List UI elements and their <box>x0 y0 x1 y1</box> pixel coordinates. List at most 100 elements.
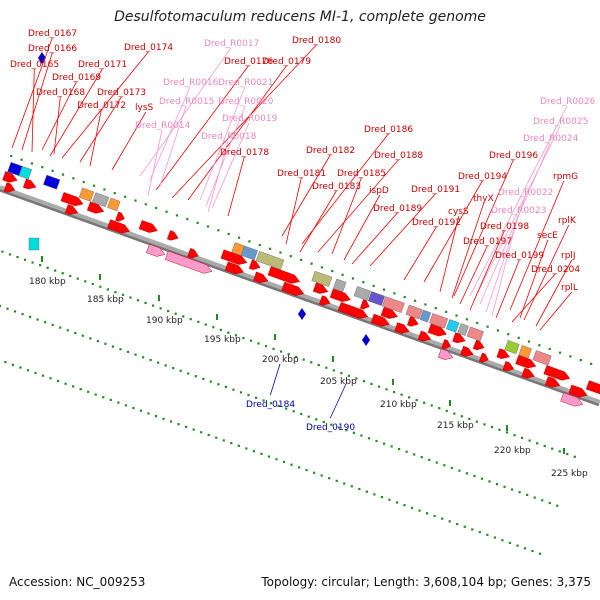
gene-arrow <box>544 376 561 388</box>
tick-dot <box>141 356 145 359</box>
reverse-gene-marker <box>362 334 370 346</box>
tick-dot <box>398 447 401 451</box>
gene-block <box>107 197 121 212</box>
tick-dot <box>237 236 241 239</box>
gene-block <box>405 304 423 320</box>
tick-dot <box>277 404 280 407</box>
gene-label: rplJ <box>561 251 576 261</box>
gene-arrow-b-11 <box>417 330 432 342</box>
gene-label-leader <box>147 129 163 197</box>
tick-dot <box>289 255 292 258</box>
tick-dot <box>44 321 47 324</box>
tick-dot <box>69 274 72 278</box>
gene-arrow-b-1 <box>64 204 79 215</box>
gene-arrow-a-2 <box>60 192 84 207</box>
tick-dot <box>99 285 102 288</box>
gene-arrow-a-8 <box>248 259 261 270</box>
gene-label-leader <box>227 156 245 217</box>
gene-arrow <box>460 345 474 357</box>
gene-block <box>504 340 520 355</box>
tick-dot <box>579 359 582 362</box>
tick-dot <box>566 452 569 456</box>
tick-dot <box>111 345 115 348</box>
gene-arrow-a-16 <box>452 332 466 344</box>
tick-dot <box>219 328 222 332</box>
tick-dot <box>483 423 486 426</box>
gene-label-leader <box>519 239 549 319</box>
gene-arrow <box>370 313 390 327</box>
tick-dot <box>325 366 328 369</box>
gene-arrow <box>521 367 535 379</box>
gene-block <box>446 319 460 333</box>
gene-arrow-b-17 <box>544 376 561 388</box>
gene-label: Dred_R0020 <box>218 97 274 107</box>
tick-dot <box>262 399 265 402</box>
gene-label-leader <box>41 81 77 151</box>
tick-dot <box>476 321 479 325</box>
tick-dot <box>92 184 96 187</box>
gene-arrow <box>312 282 329 294</box>
gene-arrow-b-3 <box>187 248 199 259</box>
tick-dot <box>313 471 316 474</box>
tick-dot <box>465 318 468 321</box>
tick-dot <box>362 380 366 383</box>
gene-block <box>532 350 552 366</box>
gene-arrow-b-10 <box>394 322 410 334</box>
gene-arrow-a-19 <box>515 355 537 369</box>
tick-dot <box>365 490 368 493</box>
tick-dot <box>496 329 500 332</box>
tick-dot <box>194 375 197 378</box>
tick-dot <box>8 253 12 256</box>
kbp-label: 220 kbp <box>494 446 531 456</box>
kbp-label: 205 kbp <box>320 377 357 387</box>
gene-arrow <box>86 201 105 214</box>
gene-arrow <box>267 266 300 284</box>
gene-label-leader <box>11 37 53 149</box>
gene-arrow <box>568 384 588 398</box>
gene-label-leader <box>301 133 389 245</box>
tick-dot <box>438 407 441 410</box>
tick-dot <box>102 396 105 399</box>
tick-dot <box>370 382 373 386</box>
gene-label: Dred_R0023 <box>491 206 546 216</box>
kbp-tick <box>99 274 101 280</box>
tick-dot <box>82 180 85 184</box>
gene-label-leader <box>539 291 573 331</box>
tick-dot <box>119 348 122 351</box>
tick-dot <box>362 281 365 284</box>
gene-label: rpmG <box>553 172 578 182</box>
tick-dot <box>114 291 117 294</box>
tick-dot <box>1 250 4 253</box>
gene-label-leader <box>139 47 232 177</box>
tick-dot <box>56 379 60 383</box>
kbp-label: 215 kbp <box>437 421 474 431</box>
tick-dot <box>508 541 512 545</box>
tick-dot <box>415 399 418 402</box>
gene-arrow-a-9 <box>267 266 300 284</box>
gene-arrow <box>394 322 410 334</box>
gene-label-leader <box>317 159 399 253</box>
lower-dot-track-1 <box>1 250 576 458</box>
gene-arrow <box>360 299 370 310</box>
tick-dot <box>124 195 127 198</box>
tick-dot <box>59 326 62 329</box>
gene-label-leader <box>369 193 436 267</box>
kbp-tick <box>332 356 334 362</box>
kbp-label: 200 kbp <box>262 355 299 365</box>
tick-dot <box>222 439 225 442</box>
tick-dot <box>227 331 230 334</box>
gene-arrow <box>380 306 398 319</box>
tick-dot <box>310 361 313 364</box>
tick-dot <box>84 280 87 283</box>
gene-arrow <box>560 392 584 407</box>
tick-dot <box>450 466 453 470</box>
tick-dot <box>167 309 170 313</box>
tick-dot <box>541 499 544 502</box>
gene-arrow-b-16 <box>521 367 535 379</box>
tick-dot <box>428 458 431 461</box>
tick-dot <box>124 404 127 407</box>
accession-text: Accession: NC_009253 <box>9 575 146 589</box>
gene-arrow-a-10 <box>312 282 329 294</box>
gene-label-leader <box>187 65 287 201</box>
